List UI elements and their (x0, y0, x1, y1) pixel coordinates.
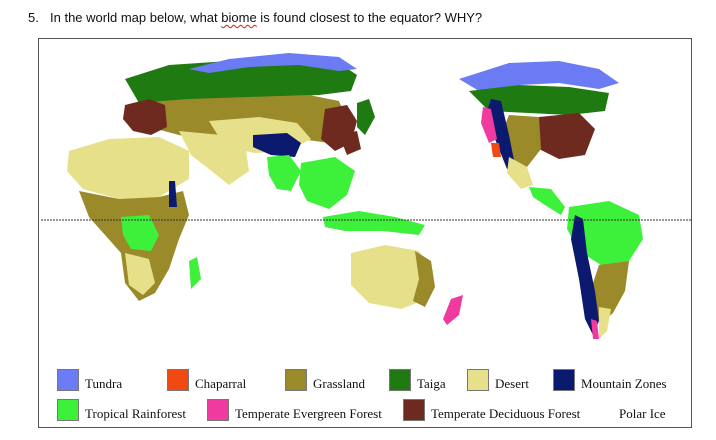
question-number: 5. (28, 10, 39, 25)
legend-polar-ice: Polar Ice (591, 399, 666, 421)
japan-taiga (357, 99, 375, 135)
indonesia-rainforest (323, 211, 425, 235)
legend-label-mountain-zones: Mountain Zones (581, 376, 667, 391)
legend-swatch-temperate-deciduous-forest (403, 399, 425, 421)
rocky-mountains (487, 99, 515, 169)
legend-chaparral: Chaparral (167, 369, 246, 391)
eurasia-taiga (125, 59, 357, 103)
legend-tundra: Tundra (57, 369, 122, 391)
spellcheck-word: biome (221, 10, 257, 25)
legend-swatch-chaparral (167, 369, 189, 391)
legend-label-temperate-deciduous-forest: Temperate Deciduous Forest (431, 406, 581, 421)
legend-label-temperate-evergreen-forest: Temperate Evergreen Forest (235, 406, 382, 421)
legend-swatch-polar-ice (591, 399, 613, 421)
australia-grassland (413, 251, 435, 307)
legend-label-tundra: Tundra (85, 376, 123, 391)
legend-mountain-zones: Mountain Zones (553, 369, 667, 391)
australia-desert (351, 245, 433, 309)
legend-swatch-temperate-evergreen-forest (207, 399, 229, 421)
new-zealand-evergreen (443, 295, 463, 325)
legend-label-taiga: Taiga (417, 376, 446, 391)
question-text-end: is found closest to the equator? WHY? (256, 10, 483, 25)
north-america-tundra (459, 61, 619, 91)
legend-grassland: Grassland (285, 369, 365, 391)
legend-swatch-grassland (285, 369, 307, 391)
congo-rainforest (121, 215, 159, 251)
south-asia-rainforest (267, 155, 301, 191)
world-biome-map (41, 53, 691, 339)
north-america-deciduous (539, 113, 595, 159)
eurasia-tundra (189, 53, 357, 73)
middle-east-desert (179, 131, 249, 185)
legend-swatch-tundra (57, 369, 79, 391)
legend-desert: Desert (467, 369, 529, 391)
legend-label-tropical-rainforest: Tropical Rainforest (85, 406, 186, 421)
sahara-desert (67, 137, 189, 199)
legend-swatch-mountain-zones (553, 369, 575, 391)
legend-label-chaparral: Chaparral (195, 376, 247, 391)
north-america-taiga (469, 85, 609, 115)
southeast-asia-rainforest (299, 157, 355, 209)
legend-label-grassland: Grassland (313, 376, 365, 391)
kalahari-desert (125, 253, 155, 295)
legend-temperate-deciduous-forest: Temperate Deciduous Forest (403, 399, 580, 421)
japan-deciduous (339, 131, 361, 155)
chile-evergreen (591, 319, 599, 339)
legend-swatch-tropical-rainforest (57, 399, 79, 421)
andes-mountains (571, 215, 599, 335)
world-map-figure: Tundra Chaparral Grassland Taiga Desert … (38, 38, 692, 428)
central-america-rainforest (529, 187, 565, 215)
north-america-desert (507, 157, 533, 189)
himalaya-mountains (253, 133, 301, 157)
legend-temperate-evergreen-forest: Temperate Evergreen Forest (207, 399, 382, 421)
legend-swatch-taiga (389, 369, 411, 391)
question-text-start: In the world map below, what (50, 10, 222, 25)
question-text: 5. In the world map below, what biome is … (28, 10, 482, 25)
legend-tropical-rainforest: Tropical Rainforest (57, 399, 186, 421)
legend-taiga: Taiga (389, 369, 446, 391)
europe-deciduous (123, 99, 167, 135)
patagonia-desert (599, 307, 611, 339)
east-africa-mountains (169, 181, 177, 207)
madagascar (189, 257, 201, 289)
legend-swatch-desert (467, 369, 489, 391)
pacific-evergreen (481, 107, 497, 143)
legend-label-desert: Desert (495, 376, 529, 391)
california-chaparral (491, 143, 501, 157)
legend-label-polar-ice: Polar Ice (619, 406, 666, 421)
